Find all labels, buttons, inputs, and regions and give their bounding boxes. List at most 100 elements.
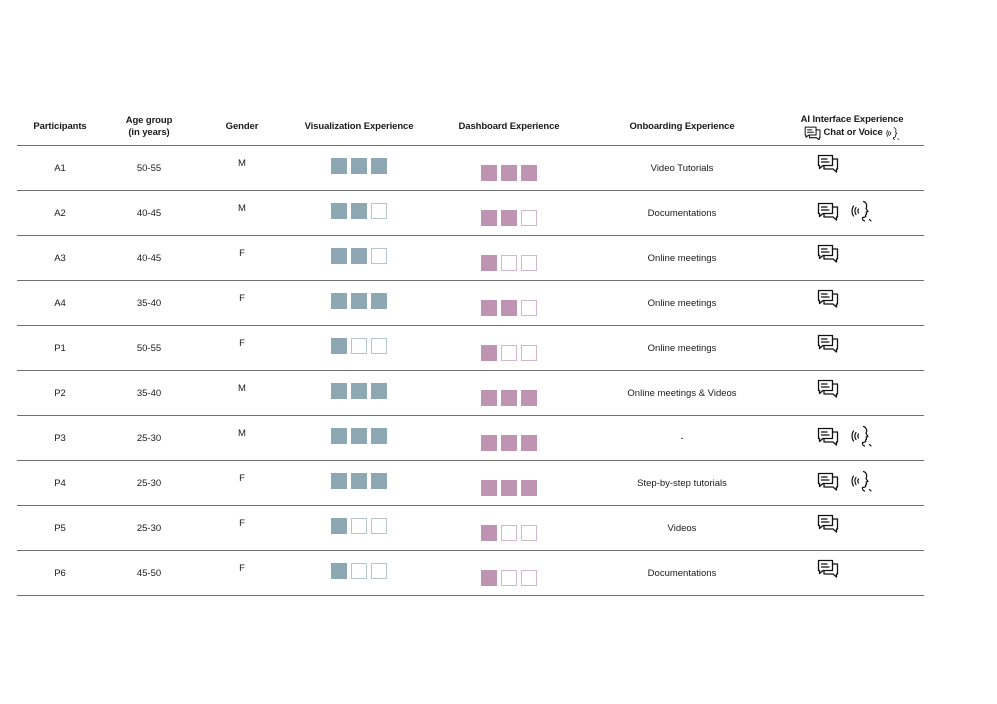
header-visualization: Visualization Experience: [295, 109, 423, 145]
visualization-rating: [331, 473, 387, 489]
visualization-square-filled: [331, 158, 347, 174]
visualization-square-filled: [351, 383, 367, 399]
table-row: P4 25-30 F Step-by-step tutorials: [17, 461, 924, 506]
ai-interface-cell: [817, 514, 839, 533]
dashboard-rating: [481, 345, 537, 361]
gender: M: [238, 203, 246, 214]
ai-interface-cell: [817, 379, 839, 398]
visualization-square-filled: [331, 203, 347, 219]
age-group: 25-30: [136, 432, 162, 444]
table-row: A2 40-45 M Documentations: [17, 191, 924, 236]
table-row: A1 50-55 M Video Tutorials: [17, 146, 924, 191]
visualization-square-empty: [371, 563, 387, 579]
table-row: P1 50-55 F Online meetings: [17, 326, 924, 371]
dashboard-square-empty: [521, 345, 537, 361]
visualization-cell: [295, 551, 423, 595]
visualization-square-filled: [371, 428, 387, 444]
age-group: 35-40: [136, 297, 162, 309]
header-participants-label: Participants: [33, 121, 87, 132]
visualization-square-filled: [371, 293, 387, 309]
visualization-rating: [331, 203, 387, 219]
visualization-rating: [331, 563, 387, 579]
header-ai-interface: AI Interface Experience Chat or Voice: [783, 109, 921, 145]
header-onboarding: Onboarding Experience: [587, 109, 777, 145]
table-row: A3 40-45 F Online meetings: [17, 236, 924, 281]
gender: F: [239, 293, 245, 304]
dashboard-square-empty: [501, 570, 517, 586]
onboarding: Online meetings: [647, 252, 717, 264]
participant-id: P5: [54, 522, 66, 534]
dashboard-rating: [481, 210, 537, 226]
visualization-square-filled: [331, 563, 347, 579]
visualization-square-filled: [331, 338, 347, 354]
dashboard-square-empty: [521, 525, 537, 541]
header-gender: Gender: [207, 109, 277, 145]
chat-icon: [817, 427, 839, 446]
visualization-square-filled: [351, 293, 367, 309]
dashboard-square-filled: [481, 165, 497, 181]
chat-icon: [817, 472, 839, 491]
age-group: 50-55: [136, 342, 162, 354]
participant-id: A1: [54, 162, 66, 174]
gender: M: [238, 428, 246, 439]
ai-interface-cell: [817, 289, 839, 308]
dashboard-rating: [481, 390, 537, 406]
participant-id: P3: [54, 432, 66, 444]
gender: F: [239, 248, 245, 259]
dashboard-rating: [481, 525, 537, 541]
dashboard-cell: [445, 191, 573, 235]
visualization-cell: [295, 506, 423, 550]
dashboard-square-filled: [481, 570, 497, 586]
dashboard-square-filled: [481, 300, 497, 316]
age-group: 50-55: [136, 162, 162, 174]
dashboard-cell: [445, 371, 573, 415]
onboarding: Video Tutorials: [650, 162, 714, 174]
participant-id: A4: [54, 297, 66, 309]
chat-icon: [817, 514, 839, 533]
header-age-group: Age group (in years): [109, 109, 189, 145]
visualization-square-filled: [371, 473, 387, 489]
ai-interface-cell: [817, 199, 873, 223]
gender: F: [239, 563, 245, 574]
visualization-square-filled: [331, 518, 347, 534]
onboarding: Online meetings: [647, 342, 717, 354]
dashboard-rating: [481, 480, 537, 496]
visualization-cell: [295, 371, 423, 415]
header-age-line2: (in years): [128, 127, 170, 138]
voice-icon: [885, 126, 900, 141]
visualization-rating: [331, 518, 387, 534]
visualization-square-filled: [351, 158, 367, 174]
dashboard-square-empty: [521, 570, 537, 586]
dashboard-rating: [481, 300, 537, 316]
chat-icon: [817, 379, 839, 398]
chat-icon: [817, 154, 839, 173]
ai-interface-cell: [817, 469, 873, 493]
participant-id: P6: [54, 567, 66, 579]
visualization-square-empty: [351, 563, 367, 579]
visualization-rating: [331, 383, 387, 399]
visualization-rating: [331, 293, 387, 309]
visualization-square-filled: [331, 383, 347, 399]
visualization-square-filled: [351, 473, 367, 489]
chat-icon: [804, 126, 821, 141]
dashboard-square-filled: [481, 210, 497, 226]
visualization-square-empty: [371, 248, 387, 264]
visualization-cell: [295, 461, 423, 505]
onboarding: -: [680, 432, 684, 444]
visualization-square-filled: [371, 383, 387, 399]
visualization-square-filled: [331, 248, 347, 264]
dashboard-cell: [445, 281, 573, 325]
dashboard-cell: [445, 551, 573, 595]
onboarding: Online meetings: [647, 297, 717, 309]
dashboard-rating: [481, 165, 537, 181]
dashboard-square-filled: [501, 435, 517, 451]
ai-interface-cell: [817, 334, 839, 353]
visualization-square-empty: [371, 518, 387, 534]
header-visualization-label: Visualization Experience: [304, 121, 414, 132]
visualization-square-empty: [351, 338, 367, 354]
participant-id: A2: [54, 207, 66, 219]
dashboard-rating: [481, 570, 537, 586]
header-dashboard-label: Dashboard Experience: [458, 121, 560, 132]
chat-icon: [817, 289, 839, 308]
header-onboarding-label: Onboarding Experience: [629, 121, 735, 132]
